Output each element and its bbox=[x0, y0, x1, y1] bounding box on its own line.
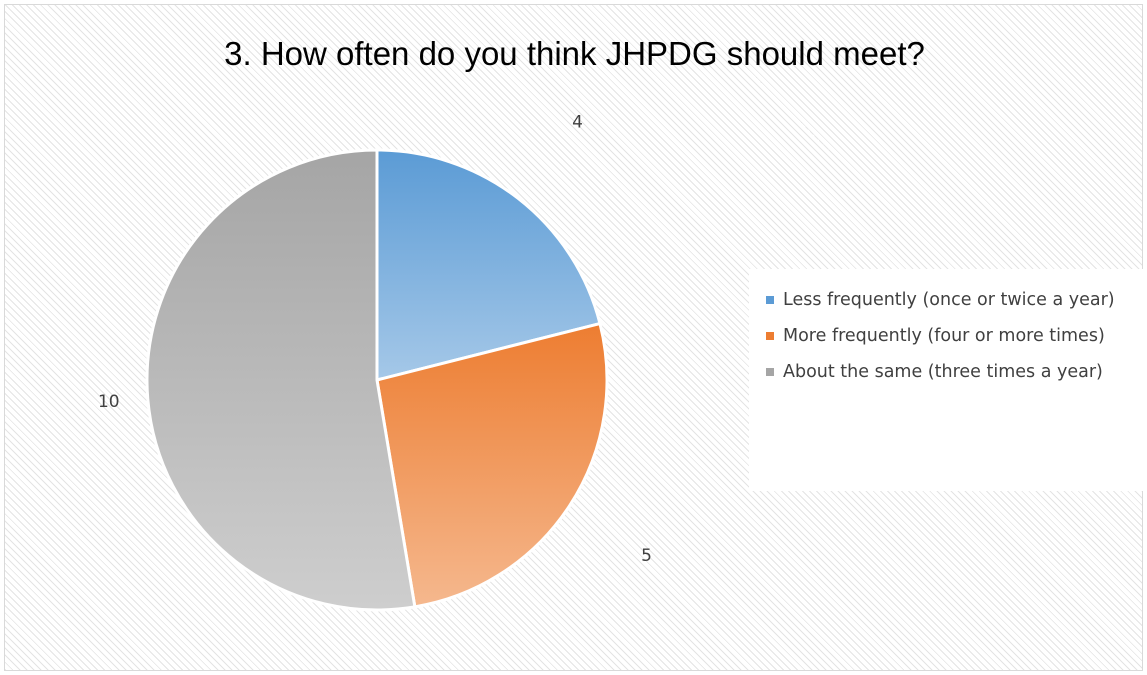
chart-area: 3. How often do you think JHPDG should m… bbox=[4, 4, 1145, 671]
chart-title: 3. How often do you think JHPDG should m… bbox=[224, 35, 925, 72]
legend-swatch-orange bbox=[766, 332, 774, 340]
slice-less-frequently bbox=[375, 148, 602, 382]
legend: Less frequently (once or twice a year) M… bbox=[749, 269, 1145, 491]
pie-chart: 4 5 10 bbox=[98, 112, 652, 612]
legend-item-less-frequently: Less frequently (once or twice a year) bbox=[766, 287, 1135, 313]
legend-swatch-gray bbox=[766, 368, 774, 376]
legend-label: About the same (three times a year) bbox=[783, 362, 1103, 382]
data-label-more-frequently: 5 bbox=[641, 546, 652, 566]
legend-label: More frequently (four or more times) bbox=[783, 326, 1105, 346]
legend-swatch-blue bbox=[766, 296, 774, 304]
data-label-about-the-same: 10 bbox=[98, 392, 120, 412]
legend-label: Less frequently (once or twice a year) bbox=[783, 290, 1115, 310]
legend-item-about-the-same: About the same (three times a year) bbox=[766, 359, 1135, 385]
legend-item-more-frequently: More frequently (four or more times) bbox=[766, 323, 1135, 349]
slice-about-the-same bbox=[145, 148, 417, 612]
slice-more-frequently bbox=[375, 322, 609, 609]
data-label-less-frequently: 4 bbox=[572, 112, 583, 132]
